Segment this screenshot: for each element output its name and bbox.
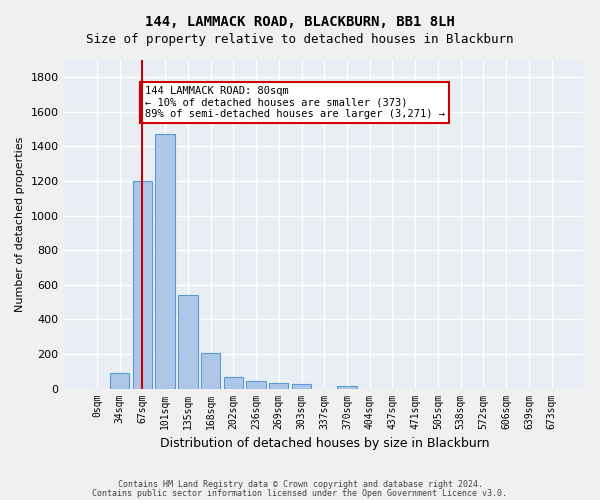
X-axis label: Distribution of detached houses by size in Blackburn: Distribution of detached houses by size … (160, 437, 489, 450)
Bar (155, 134, 175, 388)
Y-axis label: Number of detached properties: Number of detached properties (15, 136, 25, 312)
Text: Size of property relative to detached houses in Blackburn: Size of property relative to detached ho… (86, 32, 514, 46)
Bar (133, 181, 152, 388)
Bar (110, 373, 130, 388)
Text: Contains public sector information licensed under the Open Government Licence v3: Contains public sector information licen… (92, 488, 508, 498)
Text: 144, LAMMACK ROAD, BLACKBURN, BB1 8LH: 144, LAMMACK ROAD, BLACKBURN, BB1 8LH (145, 15, 455, 29)
Bar (247, 381, 266, 388)
Bar (337, 386, 356, 388)
Bar (178, 295, 197, 388)
Bar (292, 384, 311, 388)
Bar (224, 378, 243, 388)
Bar (269, 383, 289, 388)
Bar (201, 353, 220, 388)
Text: Contains HM Land Registry data © Crown copyright and database right 2024.: Contains HM Land Registry data © Crown c… (118, 480, 482, 489)
Text: 144 LAMMACK ROAD: 80sqm
← 10% of detached houses are smaller (373)
89% of semi-d: 144 LAMMACK ROAD: 80sqm ← 10% of detache… (145, 86, 445, 119)
